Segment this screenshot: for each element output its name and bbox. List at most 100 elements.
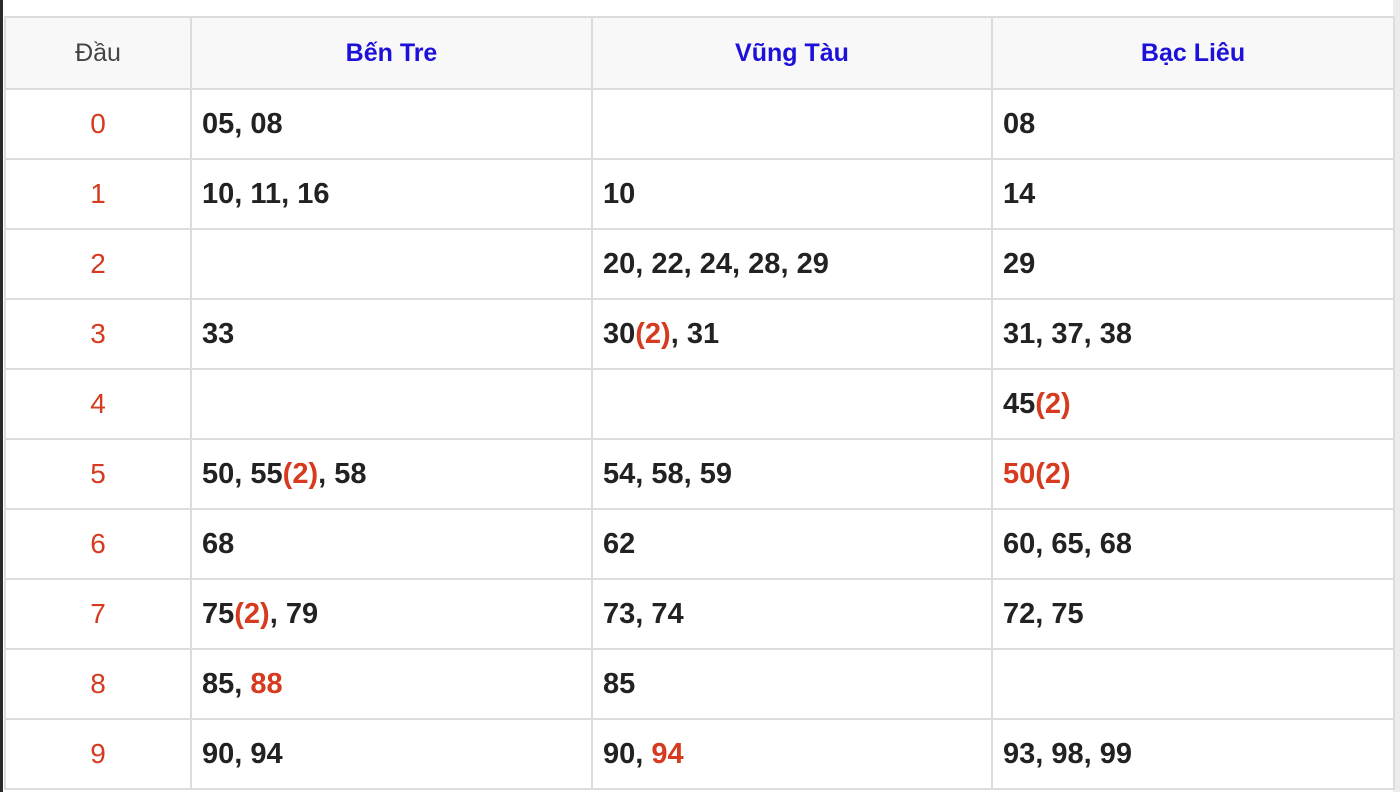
loto-number: 24 [699,247,733,280]
cell-ben-tre: 10, 11, 16 [190,158,593,230]
table-row: 5 50, 55(2), 58 54, 58, 59 50(2) [4,438,1395,510]
loto-number: 37 [1051,317,1084,350]
loto-number: 90 [603,737,636,770]
loto-number: 08 [1003,107,1036,140]
cell-ben-tre: 85, 88 [190,648,593,720]
table-row: 0 05, 08 08 [4,88,1395,160]
separator: , [234,737,251,770]
loto-number: 75 [1051,597,1084,630]
header-dau: Đầu [4,16,192,90]
head-digit: 9 [4,718,192,790]
head-digit: 0 [4,88,192,160]
cell-bac-lieu [991,648,1395,720]
loto-number: 62 [603,527,636,560]
loto-number: 68 [1099,527,1133,560]
cell-bac-lieu: 31, 37, 38 [991,298,1395,370]
separator: , [670,317,687,350]
loto-number: 73 [603,597,636,630]
cell-vung-tau [591,368,993,440]
separator: , [281,177,298,210]
loto-number: 31 [1003,317,1036,350]
loto-number: 29 [796,247,829,280]
loto-number: 16 [297,177,330,210]
cell-bac-lieu: 93, 98, 99 [991,718,1395,790]
cell-vung-tau: 73, 74 [591,578,993,650]
loto-number: 33 [202,317,235,350]
loto-head-table: Đầu Bến Tre Vũng Tàu Bạc Liêu 0 05, 08 08 1… [4,16,1395,790]
cell-bac-lieu: 50(2) [991,438,1395,510]
separator: , [635,457,652,490]
window-edge [0,0,3,792]
repeat-count: (2) [1035,457,1071,490]
loto-number: 65 [1051,527,1084,560]
header-vung-tau: Vũng Tàu [591,16,993,90]
cell-ben-tre: 50, 55(2), 58 [190,438,593,510]
loto-number: 54 [603,457,636,490]
cell-ben-tre: 90, 94 [190,718,593,790]
loto-number: 28 [748,247,781,280]
loto-number: 93 [1003,737,1036,770]
separator: , [1083,737,1100,770]
cell-vung-tau: 10 [591,158,993,230]
cell-bac-lieu: 60, 65, 68 [991,508,1395,580]
scrollbar-track[interactable] [1393,0,1400,792]
separator: , [318,457,335,490]
loto-number: 58 [651,457,684,490]
separator: , [234,457,251,490]
separator: , [269,597,286,630]
cell-vung-tau: 20, 22, 24, 28, 29 [591,228,993,300]
cell-ben-tre: 05, 08 [190,88,593,160]
head-digit: 1 [4,158,192,230]
separator: , [234,667,251,700]
loto-number: 85 [202,667,235,700]
cell-ben-tre: 75(2), 79 [190,578,593,650]
table-body: 0 05, 08 08 1 10, 11, 16 10 14 2 20, 22, 24, 28,… [4,88,1395,790]
separator: , [234,177,251,210]
head-digit: 4 [4,368,192,440]
loto-number: 11 [250,177,282,210]
loto-number: 10 [603,177,636,210]
cell-vung-tau: 85 [591,648,993,720]
loto-number: 10 [202,177,235,210]
cell-bac-lieu: 72, 75 [991,578,1395,650]
separator: , [234,107,251,140]
cell-vung-tau: 54, 58, 59 [591,438,993,510]
separator: , [635,247,652,280]
loto-number: 94 [250,737,283,770]
head-digit: 8 [4,648,192,720]
separator: , [1083,317,1100,350]
loto-number: 38 [1099,317,1133,350]
separator: , [1083,527,1100,560]
separator: , [1035,527,1052,560]
loto-number: 79 [285,597,319,630]
header-bac-lieu: Bạc Liêu [991,16,1395,90]
separator: , [1035,317,1052,350]
loto-number: 31 [686,317,720,350]
cell-bac-lieu: 45(2) [991,368,1395,440]
separator: , [1035,737,1052,770]
repeat-count: (2) [282,457,319,490]
loto-number: 85 [603,667,636,700]
separator: , [683,457,700,490]
head-digit: 7 [4,578,192,650]
repeat-count: (2) [234,597,270,630]
cell-ben-tre [190,368,593,440]
cell-bac-lieu: 14 [991,158,1395,230]
loto-number: 50 [202,457,235,490]
loto-number: 60 [1003,527,1036,560]
loto-number: 98 [1051,737,1084,770]
separator: , [635,597,652,630]
loto-number: 74 [651,597,684,630]
separator: , [635,737,652,770]
header-row: Đầu Bến Tre Vũng Tàu Bạc Liêu [4,16,1395,90]
repeat-count: (2) [1035,387,1071,420]
loto-number: 05 [202,107,235,140]
head-digit: 3 [4,298,192,370]
table-row: 7 75(2), 79 73, 74 72, 75 [4,578,1395,650]
separator: , [1035,597,1052,630]
loto-number: 29 [1003,247,1036,280]
table-row: 8 85, 88 85 [4,648,1395,720]
head-digit: 5 [4,438,192,510]
cell-bac-lieu: 29 [991,228,1395,300]
separator: , [732,247,749,280]
